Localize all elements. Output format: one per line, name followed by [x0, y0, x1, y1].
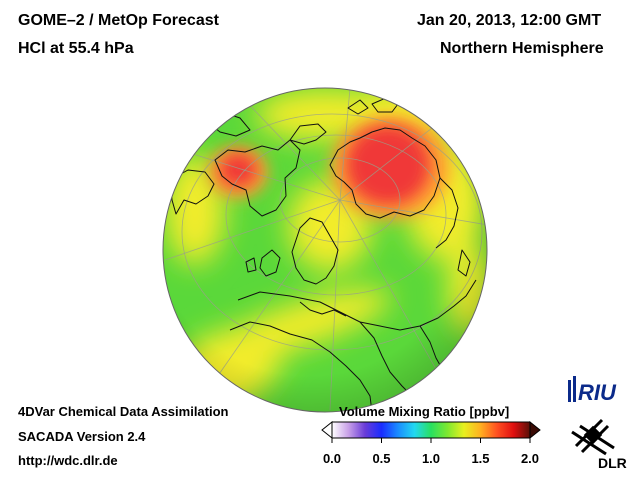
species-level-label: HCl at 55.4 hPa: [18, 40, 134, 57]
colorbar-gradient: [331, 421, 531, 439]
version-label: SACADA Version 2.4: [18, 429, 146, 444]
svg-text:DLR: DLR: [598, 455, 627, 470]
colorbar-min-arrow: [321, 420, 333, 440]
assimilation-label: 4DVar Chemical Data Assimilation: [18, 404, 229, 419]
colorbar-tick-label: 1.5: [471, 451, 489, 466]
colorbar-tick-label: 0.5: [372, 451, 390, 466]
colorbar-tick-label: 2.0: [521, 451, 539, 466]
region-label: Northern Hemisphere: [440, 40, 604, 57]
svg-text:RIU: RIU: [578, 380, 617, 405]
riu-logo: RIU: [568, 376, 617, 405]
colorbar-title: Volume Mixing Ratio [ppbv]: [339, 404, 510, 419]
product-title: GOME–2 / MetOp Forecast: [18, 12, 219, 29]
dlr-logo: DLR: [571, 418, 627, 470]
colorbar-tick-label: 1.0: [422, 451, 440, 466]
website-link[interactable]: http://wdc.dlr.de: [18, 453, 118, 468]
colorbar-tick-label: 0.0: [323, 451, 341, 466]
date-label: Jan 20, 2013, 12:00 GMT: [417, 12, 602, 29]
colorbar-max-arrow: [529, 420, 541, 440]
